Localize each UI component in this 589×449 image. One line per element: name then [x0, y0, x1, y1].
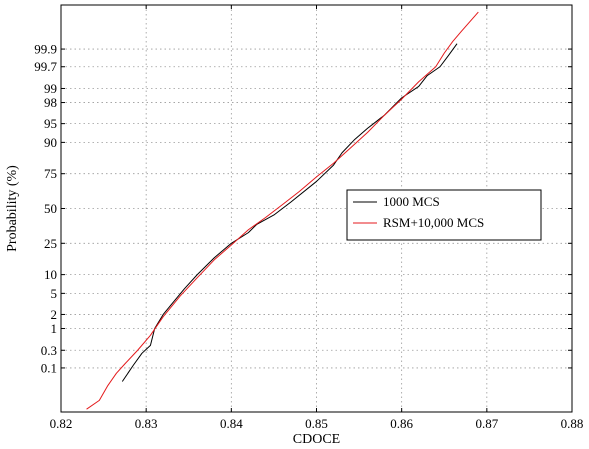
- y-tick-label: 25: [44, 236, 57, 251]
- y-tick-label: 10: [44, 267, 57, 282]
- x-tick-label: 0.88: [561, 416, 584, 431]
- y-tick-label: 50: [44, 201, 57, 216]
- x-tick-label: 0.83: [135, 416, 158, 431]
- series-lines: [86, 11, 479, 410]
- x-tick-label: 0.84: [220, 416, 243, 431]
- y-tick-label: 98: [44, 95, 57, 110]
- x-tick-label: 0.85: [305, 416, 328, 431]
- y-tick-label: 1: [51, 321, 58, 336]
- legend-label: 1000 MCS: [383, 194, 440, 209]
- y-tick-label: 99: [44, 81, 57, 96]
- y-tick-label: 99.7: [34, 59, 57, 74]
- y-axis-label: Probability (%): [5, 165, 20, 252]
- series-line-2: [86, 11, 479, 410]
- legend: 1000 MCS RSM+10,000 MCS: [346, 189, 542, 241]
- axis-ticks: 0.82 0.83 0.84 0.85 0.86 0.87 0.880.10.3125102…: [34, 5, 583, 431]
- legend-box: [346, 189, 542, 241]
- legend-label: RSM+10,000 MCS: [383, 215, 484, 230]
- x-tick-label: 0.86: [390, 416, 413, 431]
- y-tick-label: 2: [51, 307, 58, 322]
- series-line-1: [121, 43, 458, 382]
- y-tick-label: 99.9: [34, 42, 57, 57]
- x-axis-label: CDOCE: [293, 432, 340, 447]
- y-tick-label: 90: [44, 135, 57, 150]
- y-tick-label: 95: [44, 116, 57, 131]
- y-tick-label: 0.1: [41, 360, 57, 375]
- y-tick-label: 0.3: [41, 343, 57, 358]
- y-tick-label: 75: [44, 166, 57, 181]
- x-tick-label: 0.82: [50, 416, 73, 431]
- x-tick-label: 0.87: [475, 416, 498, 431]
- y-tick-label: 5: [51, 286, 58, 301]
